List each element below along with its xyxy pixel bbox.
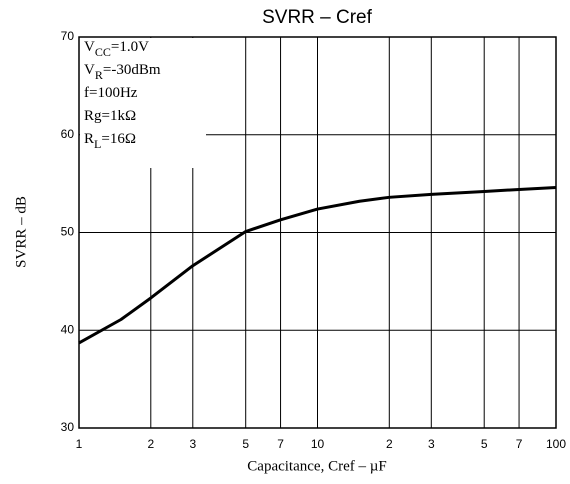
plot-frame: [78, 36, 557, 429]
x-tick-label: 7: [277, 437, 284, 451]
y-tick-label: 70: [61, 29, 75, 43]
chart-title: SVRR – Cref: [262, 7, 373, 28]
x-tick-label: 100: [546, 437, 566, 451]
annotation: f=100Hz: [84, 85, 138, 101]
x-tick-label: 1: [76, 437, 83, 451]
annotation-text: f=100Hz: [84, 85, 138, 101]
annotation: VR=-30dBm: [84, 62, 161, 81]
annotation: RL=16Ω: [84, 131, 136, 150]
x-tick-label: 3: [189, 437, 196, 451]
x-tick-label: 10: [311, 437, 325, 451]
annotation-text: V: [84, 39, 95, 55]
x-tick-label: 3: [428, 437, 435, 451]
annotation-text: =16Ω: [101, 131, 136, 147]
x-tick-label: 5: [242, 437, 249, 451]
annotation-sub: CC: [95, 45, 111, 59]
x-tick-label: 2: [386, 437, 393, 451]
annotation-text: =1.0V: [111, 39, 149, 55]
annotation-text: =-30dBm: [103, 62, 161, 78]
annotation-text: V: [84, 62, 95, 78]
annotation-sub: R: [95, 68, 103, 82]
x-tick-label: 2: [147, 437, 154, 451]
x-axis-label: Capacitance, Cref – µF: [247, 458, 386, 474]
y-axis-label: SVRR – dB: [13, 196, 29, 268]
annotation-sub: L: [94, 137, 101, 151]
y-tick-label: 50: [61, 225, 75, 239]
annotation: VCC=1.0V: [84, 39, 149, 58]
annotation-box: [80, 38, 206, 168]
x-tick-label: 5: [481, 437, 488, 451]
annotation: Rg=1kΩ: [84, 108, 136, 124]
y-tick-label: 30: [61, 420, 75, 434]
y-tick-label: 40: [61, 322, 75, 336]
x-tick-label: 7: [516, 437, 523, 451]
annotation-text: R: [84, 131, 94, 147]
data-line: [78, 186, 557, 345]
y-tick-label: 60: [61, 127, 75, 141]
annotation-text: Rg=1kΩ: [84, 108, 136, 124]
